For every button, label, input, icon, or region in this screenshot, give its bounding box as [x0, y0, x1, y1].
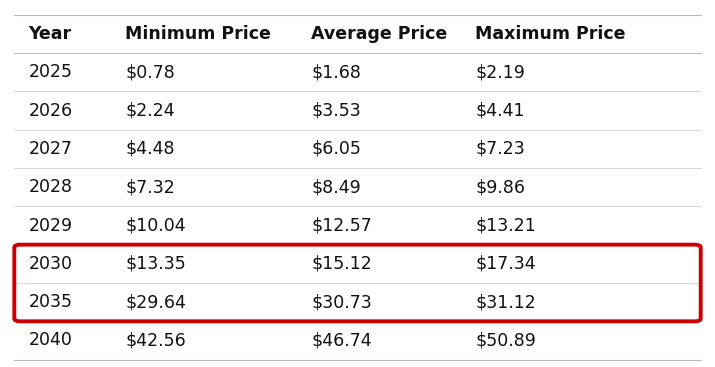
Text: $7.32: $7.32 — [125, 178, 175, 196]
Text: $0.78: $0.78 — [125, 63, 175, 81]
Text: $42.56: $42.56 — [125, 331, 186, 349]
Text: $2.19: $2.19 — [475, 63, 526, 81]
Text: $4.48: $4.48 — [125, 140, 174, 158]
Text: $10.04: $10.04 — [125, 217, 186, 235]
Text: 2025: 2025 — [29, 63, 73, 81]
Text: $8.49: $8.49 — [311, 178, 361, 196]
Text: 2027: 2027 — [29, 140, 73, 158]
Text: $3.53: $3.53 — [311, 102, 361, 120]
Text: $2.24: $2.24 — [125, 102, 174, 120]
Text: Average Price: Average Price — [311, 25, 448, 43]
Text: 2026: 2026 — [29, 102, 73, 120]
Text: $13.35: $13.35 — [125, 255, 186, 273]
Text: $46.74: $46.74 — [311, 331, 372, 349]
Text: Minimum Price: Minimum Price — [125, 25, 271, 43]
Text: Year: Year — [29, 25, 72, 43]
Text: $17.34: $17.34 — [475, 255, 536, 273]
Text: $7.23: $7.23 — [475, 140, 526, 158]
Text: 2028: 2028 — [29, 178, 73, 196]
Text: $30.73: $30.73 — [311, 293, 372, 311]
Text: $29.64: $29.64 — [125, 293, 186, 311]
Text: 2029: 2029 — [29, 217, 73, 235]
Text: $9.86: $9.86 — [475, 178, 526, 196]
Text: 2030: 2030 — [29, 255, 73, 273]
Text: $4.41: $4.41 — [475, 102, 525, 120]
Text: $50.89: $50.89 — [475, 331, 536, 349]
Text: 2040: 2040 — [29, 331, 72, 349]
Text: Maximum Price: Maximum Price — [475, 25, 626, 43]
Text: $1.68: $1.68 — [311, 63, 361, 81]
Text: $15.12: $15.12 — [311, 255, 372, 273]
Text: 2035: 2035 — [29, 293, 73, 311]
Text: $13.21: $13.21 — [475, 217, 536, 235]
Text: $6.05: $6.05 — [311, 140, 361, 158]
Text: $12.57: $12.57 — [311, 217, 372, 235]
Text: $31.12: $31.12 — [475, 293, 536, 311]
